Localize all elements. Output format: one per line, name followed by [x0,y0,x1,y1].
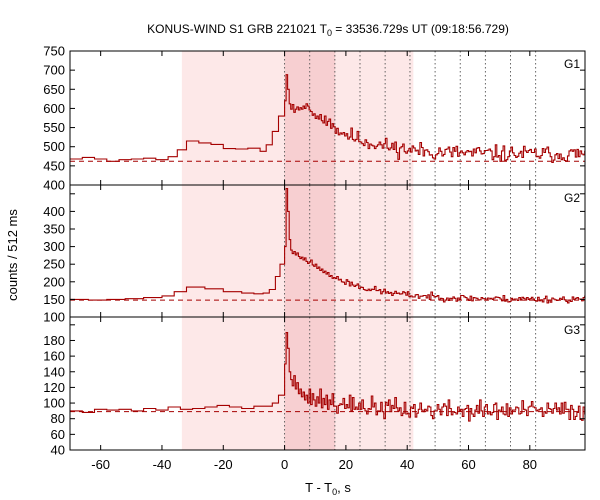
x-tick-label: 0 [281,457,288,472]
light-curve-g1 [70,74,586,163]
panel-label-g1: G1 [564,57,580,71]
peak-interval-shading [284,317,336,450]
y-tick-label: 160 [43,349,65,364]
y-tick-label: 120 [43,380,65,395]
y-tick-label: 40 [51,443,65,458]
x-tick-label: 80 [523,457,537,472]
y-tick-label: 400 [43,204,65,219]
x-tick-label: -20 [214,457,233,472]
x-axis-label-subscript: 0 [332,487,337,497]
y-tick-label: 150 [43,292,65,307]
y-tick-label: 100 [43,396,65,411]
y-tick-label: 140 [43,364,65,379]
light-curve-g3 [70,332,586,422]
y-tick-label: 500 [43,139,65,154]
chart-title-suffix: = 33536.729s UT (09:18:56.729) [332,22,509,36]
panel-frame [69,316,586,451]
y-tick-label: 100 [43,310,65,325]
y-tick-label: 700 [43,63,65,78]
y-tick-label: 650 [43,82,65,97]
chart-title: KONUS-WIND S1 GRB 221021 T0 = 33536.729s… [147,22,509,38]
panel-label-g2: G2 [564,191,580,205]
x-tick-label: -40 [153,457,172,472]
chart-title-subscript: 0 [327,28,332,38]
y-tick-label: 600 [43,101,65,116]
y-tick-label: 80 [51,411,65,426]
y-tick-label: 180 [43,333,65,348]
detector-panels: 400 450 500 550 600 650 700 750 G1 100 150 200 250 30… [43,44,586,458]
y-tick-label: 450 [43,158,65,173]
y-tick-label: 350 [43,222,65,237]
x-tick-label: 20 [339,457,353,472]
x-axis-label-prefix: T - T [305,480,332,495]
panel-label-g3: G3 [564,323,580,337]
peak-interval-shading [284,51,336,185]
y-tick-label: 750 [43,44,65,59]
y-axis-label: counts / 512 ms [5,209,20,301]
x-tick-label: -60 [91,457,110,472]
y-tick-label: 250 [43,257,65,272]
peak-interval-shading [284,185,336,317]
y-tick-label: 550 [43,120,65,135]
light-curve-g2 [70,187,586,304]
y-tick-label: 60 [51,427,65,442]
x-axis-label: T - T0, s [305,480,351,497]
x-axis-label-suffix: , s [337,480,351,495]
y-tick-label: 300 [43,239,65,254]
x-axis-tick-labels: -60 -40 -20 0 20 40 60 80 [91,457,537,472]
x-tick-label: 40 [400,457,414,472]
chart-title-prefix: KONUS-WIND S1 GRB 221021 T [147,22,328,36]
panel-g2: 100 150 200 250 300 350 400 G2 [43,184,586,325]
y-tick-label: 200 [43,274,65,289]
panel-g1: 400 450 500 550 600 650 700 750 G1 [43,44,586,193]
x-tick-label: 60 [461,457,475,472]
y-tick-label: 400 [43,178,65,193]
